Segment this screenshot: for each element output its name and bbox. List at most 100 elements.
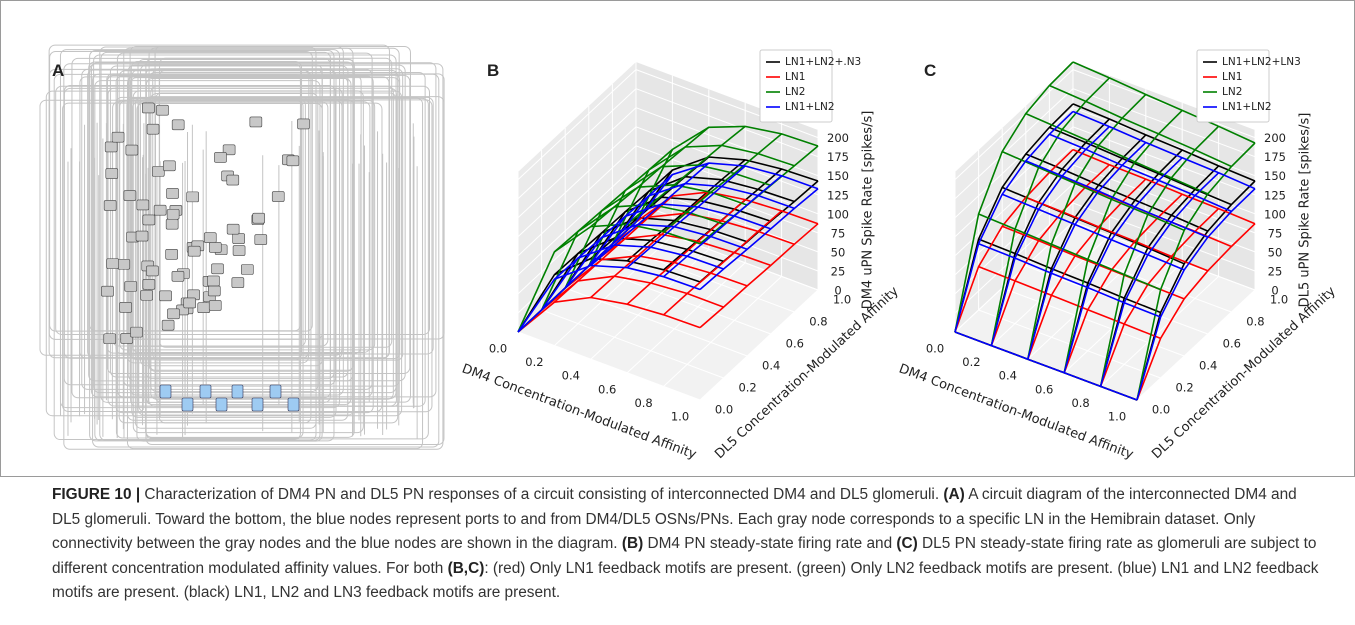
z-tick-label: 200 (1264, 131, 1286, 145)
wire (1099, 125, 1220, 387)
caption-bold: (B,C) (447, 559, 485, 577)
ln-node (232, 233, 245, 244)
y-tick-label: 0.4 (762, 359, 780, 373)
z-tick-label: 75 (1268, 226, 1283, 240)
x-tick-label: 0.2 (962, 355, 980, 369)
y-tick-label: 0.2 (738, 381, 756, 395)
legend-label: LN1 (785, 71, 805, 83)
x-tick-label: 0.0 (489, 342, 507, 356)
port-node (159, 384, 172, 399)
port-node (251, 397, 264, 412)
grid-line (517, 145, 819, 257)
ln-node (297, 118, 310, 130)
ln-node (136, 199, 150, 211)
wire (1099, 208, 1220, 387)
wire (1099, 165, 1220, 387)
ln-node (226, 174, 240, 186)
port-node (287, 397, 300, 412)
wire (663, 210, 783, 316)
wire (540, 244, 724, 311)
wire (1063, 149, 1183, 374)
ln-node (249, 116, 263, 128)
wire (990, 164, 1110, 346)
wire (1136, 188, 1256, 401)
ln-node (161, 319, 175, 331)
wire (1025, 160, 1209, 238)
caption-text: A circuit diagram of the interconnected … (52, 486, 1297, 553)
grid-line (954, 88, 1256, 200)
wire (954, 110, 1074, 333)
ln-node (231, 277, 245, 288)
ln-node (159, 290, 172, 302)
caption-bold: (A) (943, 486, 965, 503)
ln-node (140, 289, 153, 301)
ln-node (254, 234, 268, 245)
ln-node (123, 190, 137, 201)
wire (990, 118, 1110, 346)
wire (1025, 196, 1209, 272)
connection (106, 74, 411, 374)
x-tick-label: 0.6 (1035, 382, 1053, 396)
wall-pane (518, 62, 636, 332)
connection (127, 64, 406, 382)
wire (1136, 223, 1256, 401)
x-tick-label: 0.8 (1071, 396, 1089, 410)
wire (978, 213, 1161, 291)
wire (626, 159, 746, 262)
ln-node (171, 119, 185, 131)
port-node (215, 397, 228, 412)
wire (553, 195, 673, 303)
connection (109, 65, 349, 378)
ln-node (222, 144, 236, 156)
wire (564, 183, 748, 289)
z-tick-label: 175 (1264, 150, 1286, 164)
wire (1027, 141, 1147, 360)
x-tick-label: 1.0 (671, 410, 689, 424)
ln-node (226, 223, 240, 235)
wire (540, 203, 724, 311)
ln-node (167, 308, 180, 320)
x-tick-label: 0.6 (598, 382, 616, 396)
ln-node (106, 258, 120, 269)
legend-label: LN1+LN2 (1222, 101, 1272, 113)
y-tick-label: 0.6 (786, 337, 804, 351)
ln-node (271, 191, 285, 202)
legend-box (759, 49, 833, 123)
ln-node (214, 152, 227, 163)
wire (1072, 61, 1256, 144)
connection (145, 78, 352, 406)
panel-label: C (924, 61, 936, 80)
ln-node (125, 144, 139, 156)
port-node (199, 384, 212, 399)
wire (517, 221, 637, 333)
connection (138, 99, 433, 413)
wire (1063, 193, 1183, 374)
x-tick-label: 0.0 (926, 342, 944, 356)
wire (1072, 148, 1256, 225)
connection (152, 68, 404, 361)
ln-node (166, 188, 179, 199)
connection (55, 85, 430, 335)
ln-node (163, 160, 176, 172)
legend-label: LN1 (1222, 71, 1242, 83)
caption-text: DL5 PN steady-state firing rate as glome… (52, 535, 1317, 577)
ln-node (165, 248, 178, 260)
y-tick-label: 1.0 (1270, 293, 1288, 307)
connection (92, 73, 440, 448)
wire (699, 223, 819, 329)
ln-node (105, 168, 119, 179)
legend-label: LN2 (785, 86, 805, 98)
wire (1049, 126, 1232, 206)
z-tick-label: 50 (1268, 245, 1283, 259)
ln-node (101, 285, 114, 297)
grid-line (517, 69, 819, 180)
wire (1136, 142, 1256, 401)
ln-node (124, 281, 138, 292)
ln-node (211, 263, 224, 275)
connection (115, 96, 434, 355)
x-tick-label: 0.8 (634, 396, 652, 410)
wire (564, 223, 748, 289)
ln-node (186, 191, 199, 203)
wire (1001, 150, 1185, 232)
